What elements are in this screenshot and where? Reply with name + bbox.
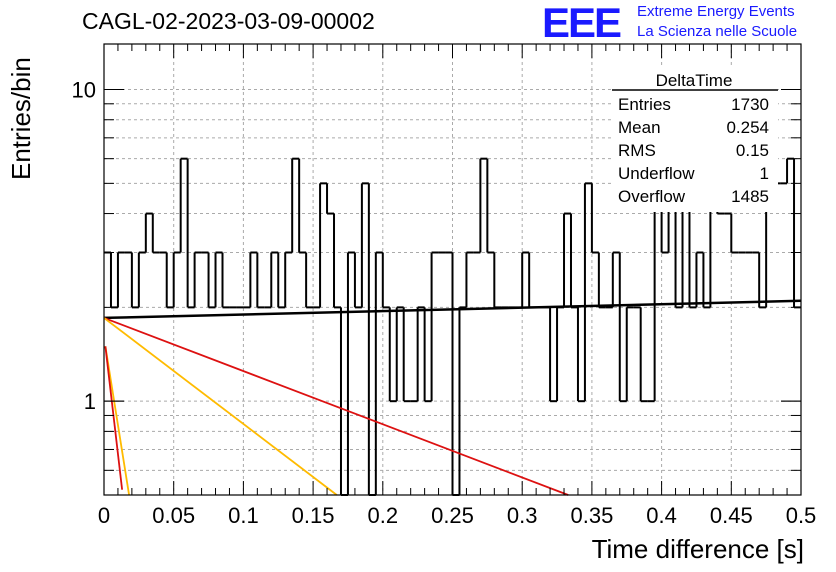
chart-title: CAGL-02-2023-03-09-00002	[82, 8, 375, 34]
stats-rows: Entries 1730 Mean 0.254 RMS 0.15 Underflow 1 Ove…	[618, 95, 769, 206]
stats-row-value: 1730	[731, 95, 769, 114]
stats-row-value: 0.254	[726, 118, 769, 137]
x-tick-label: 0.25	[431, 503, 474, 528]
stats-box-name: DeltaTime	[656, 71, 733, 90]
stats-row-label: Underflow	[618, 164, 695, 183]
x-tick-label: 0.45	[710, 503, 753, 528]
fit-line	[103, 299, 802, 320]
y-tick-label: 10	[72, 78, 96, 103]
y-tick-label: 1	[84, 389, 96, 414]
fit-line	[104, 346, 130, 496]
stats-row-label: Entries	[618, 95, 671, 114]
stats-row-label: RMS	[618, 141, 656, 160]
fit-lines	[103, 299, 802, 496]
fit-line	[104, 346, 124, 490]
x-tick-label: 0	[98, 503, 110, 528]
stats-row-value: 1485	[731, 187, 769, 206]
histogram-series	[104, 157, 801, 496]
x-tick-labels: 0 0.05 0.1 0.15 0.2 0.25 0.3 0.35 0.4 0.45 0.5	[98, 503, 816, 528]
x-tick-label: 0.05	[152, 503, 195, 528]
fit-line	[103, 317, 338, 496]
x-tick-label: 0.35	[570, 503, 613, 528]
x-tick-label: 0.4	[646, 503, 677, 528]
x-tick-label: 0.15	[292, 503, 335, 528]
stats-box: DeltaTime Entries 1730 Mean 0.254 RMS 0.15 Und…	[612, 66, 778, 212]
axis-ticks	[103, 44, 802, 495]
logo-subtitle-line2: La Scienza nelle Scuole	[637, 23, 798, 40]
stats-row-value: 0.15	[736, 141, 769, 160]
eee-logo: EEE	[542, 0, 622, 46]
x-axis-title: Time difference [s]	[591, 534, 804, 564]
x-tick-label: 0.3	[507, 503, 538, 528]
logo-subtitle-line1: Extreme Energy Events	[637, 3, 795, 20]
stats-row-label: Mean	[618, 118, 661, 137]
x-tick-label: 0.2	[368, 503, 399, 528]
x-tick-label: 0.1	[228, 503, 259, 528]
stats-row-value: 1	[760, 164, 769, 183]
fit-line	[103, 317, 569, 496]
y-tick-labels: 1 10	[72, 78, 96, 415]
x-tick-label: 0.5	[786, 503, 817, 528]
stats-row-label: Overflow	[618, 187, 686, 206]
